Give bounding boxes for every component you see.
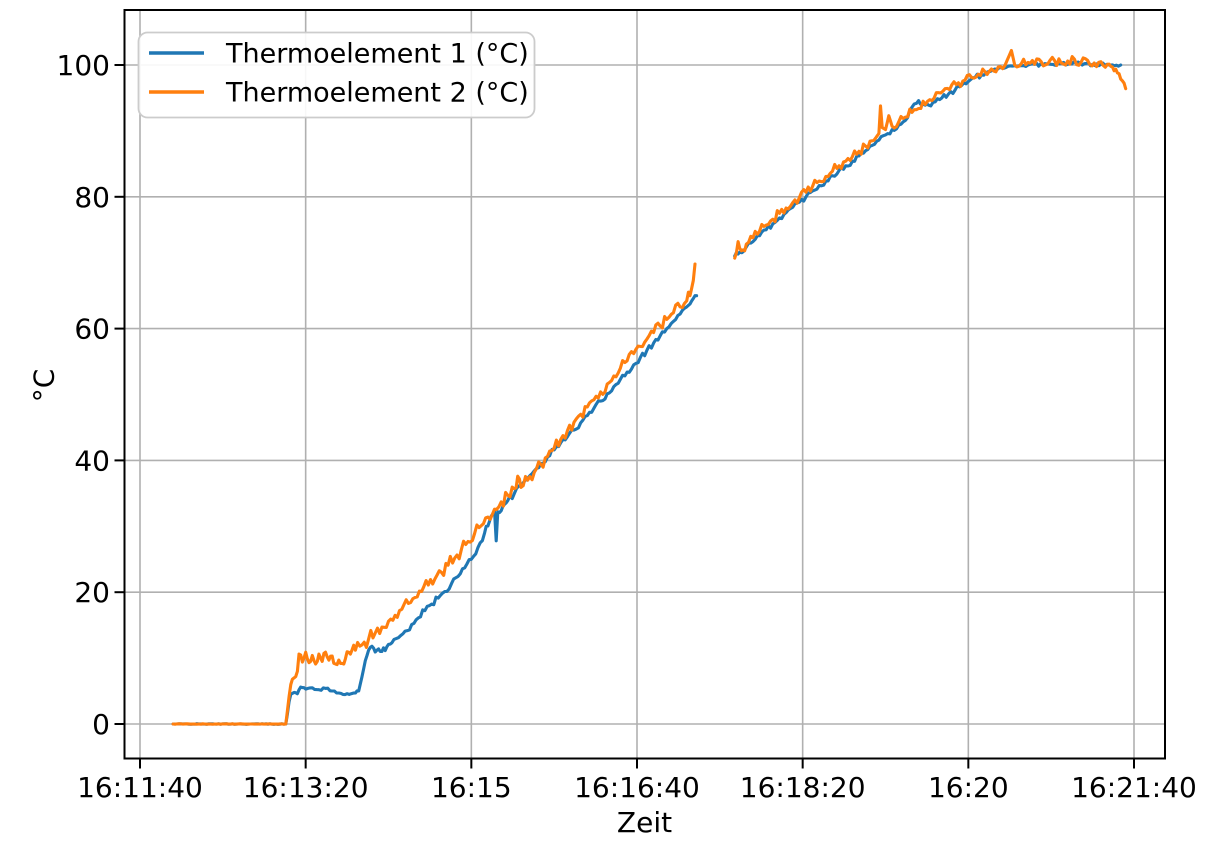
y-tick-label: 80 (74, 181, 110, 214)
y-tick-label: 20 (74, 576, 110, 609)
legend-box (137, 31, 536, 119)
x-tick-label: 16:20 (928, 771, 1009, 804)
y-axis-label: °C (28, 369, 61, 403)
x-tick-label: 16:13:20 (243, 771, 369, 804)
legend-label-thermoelement-2: Thermoelement 2 (°C) (225, 78, 529, 109)
grid-lines (124, 10, 1165, 759)
series-line-thermoelement-1 (171, 294, 699, 726)
x-axis-label: Zeit (617, 806, 672, 839)
y-tick-label: 100 (57, 49, 110, 82)
series-line-thermoelement-2 (171, 262, 697, 726)
x-tick-label: 16:21:40 (1071, 771, 1197, 804)
x-tick-label: 16:18:20 (740, 771, 866, 804)
plot-border (123, 9, 1166, 760)
y-tick-label: 0 (92, 708, 110, 741)
data-series (171, 48, 1128, 726)
tick-labels: 16:11:40 16:13:20 16:15 16:16:40 16:18:20 16:… (57, 49, 1197, 804)
x-tick-label: 16:16:40 (574, 771, 700, 804)
y-tick-label: 40 (74, 444, 110, 477)
x-tick-label: 16:11:40 (77, 771, 203, 804)
tick-marks (114, 64, 1136, 769)
series-line-thermoelement-1 (733, 60, 1123, 258)
legend: Thermoelement 1 (°C) Thermoelement 2 (°C… (137, 31, 536, 119)
y-tick-label: 60 (74, 313, 110, 346)
legend-label-thermoelement-1: Thermoelement 1 (°C) (225, 39, 529, 70)
series-line-thermoelement-2 (733, 48, 1128, 260)
x-tick-label: 16:15 (431, 771, 512, 804)
